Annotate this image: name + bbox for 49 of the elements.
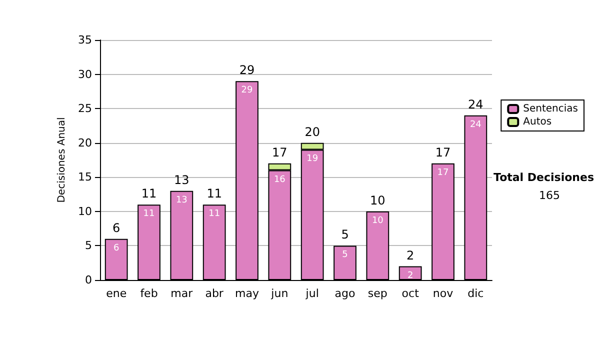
x-tick-label: oct (402, 287, 420, 300)
x-tick-label: ene (106, 287, 127, 300)
y-tick-label: 20 (78, 136, 92, 150)
x-tick-label: sep (368, 287, 388, 300)
total-label: 17 (272, 145, 288, 160)
x-tick-label: may (235, 287, 260, 300)
total-label: 11 (206, 186, 222, 201)
x-tick-label: jun (270, 287, 288, 300)
x-tick-label: mar (170, 287, 194, 300)
data-label: 11 (208, 209, 220, 220)
data-label: 29 (241, 86, 253, 96)
data-label: 2 (407, 270, 414, 281)
x-tick-label: nov (432, 287, 454, 300)
total-label: 17 (435, 145, 451, 160)
data-label: 16 (274, 174, 286, 185)
total-label: 6 (112, 220, 120, 235)
data-label: 11 (143, 209, 155, 220)
data-label: 13 (176, 195, 188, 206)
total-label: 29 (239, 63, 255, 78)
data-label: 24 (470, 120, 482, 130)
y-tick-label: 25 (78, 102, 92, 116)
data-label: 19 (306, 154, 318, 164)
legend-label: Sentencias (523, 104, 578, 114)
y-tick-label: 15 (78, 170, 92, 184)
x-tick-label: dic (468, 287, 484, 300)
total-label: 11 (141, 186, 157, 201)
x-tick-label: abr (205, 287, 224, 300)
y-tick-label: 5 (85, 239, 92, 252)
y-tick-label: 0 (85, 274, 92, 286)
text: 165 (539, 189, 560, 202)
data-label: 5 (342, 250, 348, 260)
text: Total Decisiones (494, 171, 594, 184)
x-tick-label: feb (140, 287, 158, 300)
data-label: 6 (113, 243, 120, 254)
y-tick-label: 30 (78, 68, 92, 81)
total-label: 13 (174, 172, 190, 187)
y-axis-title: Decisiones Anual (56, 117, 68, 203)
legend-label: Autos (523, 116, 552, 128)
total-label: 2 (406, 248, 414, 262)
total-label: 24 (468, 97, 484, 112)
total-label: 20 (304, 124, 320, 139)
x-tick-label: jul (304, 287, 319, 300)
total-label: 5 (341, 228, 349, 242)
data-label: 10 (372, 216, 384, 226)
data-label: 17 (437, 168, 449, 178)
y-tick-label: 10 (78, 204, 92, 218)
y-tick-label: 35 (78, 34, 92, 46)
x-tick-label: ago (334, 287, 356, 300)
total-label: 10 (370, 193, 386, 208)
